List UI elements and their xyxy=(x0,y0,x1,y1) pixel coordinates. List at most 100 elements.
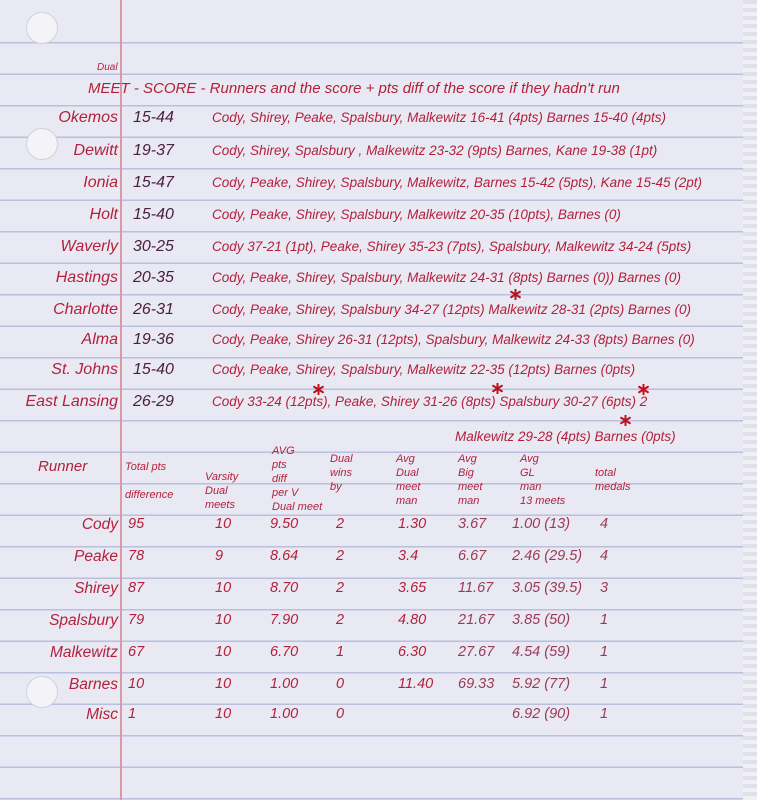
table-cell: 6.30 xyxy=(398,644,427,660)
table-cell: 4.80 xyxy=(398,612,427,628)
table-cell: 4.54 (59) xyxy=(512,644,571,660)
table-cell: 2 xyxy=(336,612,345,628)
table-cell: 3.05 (39.5) xyxy=(512,580,583,596)
meet-runners: Cody, Peake, Shirey, Spalsbury, Malkewit… xyxy=(212,207,621,222)
table-cell: 3 xyxy=(600,580,609,596)
meet-runners: Cody 33-24 (12pts), Peake, Shirey 31-26 … xyxy=(212,394,648,409)
table-cell: 6.67 xyxy=(458,548,487,564)
meet-score: 19-37 xyxy=(133,142,174,159)
table-cell: 2.46 (29.5) xyxy=(512,548,583,564)
meet-opponent: Waverly xyxy=(60,238,119,255)
meet-row: Okemos 15-44 Cody, Shirey, Peake, Spalsbur… xyxy=(0,108,757,138)
asterisk-icon xyxy=(492,383,503,394)
table-cell: 11.40 xyxy=(398,676,434,692)
table-cell: 1.00 (13) xyxy=(512,516,571,532)
table-cell: 1 xyxy=(336,644,345,660)
meet-row: Hastings 20-35 Cody, Peake, Shirey, Spalsb… xyxy=(0,268,757,298)
table-cell: 10 xyxy=(128,676,145,692)
meet-opponent: St. Johns xyxy=(51,361,118,378)
meet-score: 26-31 xyxy=(133,301,174,318)
meet-row: Ionia 15-47 Cody, Peake, Shirey, Spalsbury… xyxy=(0,173,757,203)
meet-opponent: Charlotte xyxy=(53,301,118,318)
meet-runners: Cody, Peake, Shirey, Spalsbury 34-27 (12… xyxy=(212,302,691,317)
table-cell: 87 xyxy=(128,580,145,596)
table-cell: 10 xyxy=(215,612,232,628)
table-cell: 1 xyxy=(600,644,609,660)
east-lansing-continued: Malkewitz 29-28 (4pts) Barnes (0pts) xyxy=(455,429,676,444)
meet-row: Charlotte 26-31 Cody, Peake, Shirey, Spals… xyxy=(0,300,757,330)
binder-hole xyxy=(26,12,58,44)
meet-opponent: Hastings xyxy=(55,269,118,286)
table-cell: 6.92 (90) xyxy=(512,706,571,722)
column-header: Runner xyxy=(38,458,88,475)
table-cell: 10 xyxy=(215,644,232,660)
table-cell: 1.30 xyxy=(398,516,427,532)
table-cell: 3.4 xyxy=(398,548,419,564)
table-cell: 0 xyxy=(336,706,345,722)
runner-name: Cody xyxy=(81,516,118,533)
table-cell: 9.50 xyxy=(270,516,299,532)
table-cell: 2 xyxy=(336,580,345,596)
meet-score: 15-40 xyxy=(133,206,174,223)
meet-score: 20-35 xyxy=(133,269,174,286)
meet-row: Holt 15-40 Cody, Peake, Shirey, Spalsbury,… xyxy=(0,205,757,235)
table-cell: 4 xyxy=(600,516,609,532)
runner-name: Misc xyxy=(86,706,118,723)
table-cell: 1.00 xyxy=(270,706,299,722)
asterisk-icon xyxy=(510,289,521,300)
table-cell: 1.00 xyxy=(270,676,299,692)
meet-runners: Cody 37-21 (1pt), Peake, Shirey 35-23 (7… xyxy=(212,239,692,254)
column-header: Avg GL man 13 meets xyxy=(520,453,566,507)
table-cell: 69.33 xyxy=(458,676,495,692)
table-cell: 9 xyxy=(215,548,224,564)
runner-name: Shirey xyxy=(74,580,118,597)
column-header: Total pts difference xyxy=(125,461,174,501)
meet-row: Dewitt 19-37 Cody, Shirey, Spalsbury , Mal… xyxy=(0,141,757,171)
meet-score: 30-25 xyxy=(133,238,174,255)
meet-runners: Cody, Peake, Shirey, Spalsbury, Malkewit… xyxy=(212,362,636,377)
table-cell: 10 xyxy=(215,676,232,692)
table-cell: 79 xyxy=(128,612,145,628)
table-cell: 8.70 xyxy=(270,580,299,596)
runner-name: Malkewitz xyxy=(49,644,118,661)
table-cell: 4 xyxy=(600,548,609,564)
column-header: Avg Dual meet man xyxy=(396,453,421,507)
runner-name: Barnes xyxy=(68,676,118,693)
table-cell: 6.70 xyxy=(270,644,299,660)
meet-runners: Cody, Peake, Shirey 26-31 (12pts), Spals… xyxy=(212,332,695,347)
table-cell: 67 xyxy=(128,644,145,660)
meet-opponent: East Lansing xyxy=(25,393,118,410)
meet-score: 15-44 xyxy=(133,109,174,126)
meet-row: Alma 19-36 Cody, Peake, Shirey 26-31 (12pt… xyxy=(0,330,757,360)
meet-row: East Lansing 26-29 Cody 33-24 (12pts), Pea… xyxy=(0,392,757,422)
table-cell: 0 xyxy=(336,676,345,692)
meet-score: 15-40 xyxy=(133,361,174,378)
table-cell: 2 xyxy=(336,548,345,564)
table-cell: 1 xyxy=(600,612,609,628)
table-cell: 8.64 xyxy=(270,548,299,564)
table-cell: 7.90 xyxy=(270,612,299,628)
meet-row: St. Johns 15-40 Cody, Peake, Shirey, Spals… xyxy=(0,360,757,390)
meet-score: 26-29 xyxy=(133,393,174,410)
meet-score: 15-47 xyxy=(133,174,174,191)
meet-opponent: Dewitt xyxy=(73,142,118,159)
page-title: MEET - SCORE - Runners and the score + p… xyxy=(88,80,620,97)
column-header: Dual wins by xyxy=(330,453,353,493)
table-cell: 11.67 xyxy=(458,580,494,596)
table-cell: 3.65 xyxy=(398,580,427,596)
heading-dual: Dual xyxy=(97,62,118,73)
table-cell: 78 xyxy=(128,548,145,564)
table-cell: 10 xyxy=(215,516,232,532)
binder-hole xyxy=(26,128,58,160)
table-cell: 3.67 xyxy=(458,516,487,532)
binder-hole xyxy=(26,676,58,708)
meet-runners: Cody, Shirey, Spalsbury , Malkewitz 23-3… xyxy=(212,143,658,158)
meet-opponent: Okemos xyxy=(58,109,118,126)
column-header: Avg Big meet man xyxy=(458,453,483,507)
table-cell: 10 xyxy=(215,706,232,722)
table-cell: 27.67 xyxy=(458,644,495,660)
runner-name: Peake xyxy=(74,548,118,565)
meet-runners: Cody, Peake, Shirey, Spalsbury, Malkewit… xyxy=(212,270,681,285)
asterisk-icon xyxy=(313,384,324,395)
